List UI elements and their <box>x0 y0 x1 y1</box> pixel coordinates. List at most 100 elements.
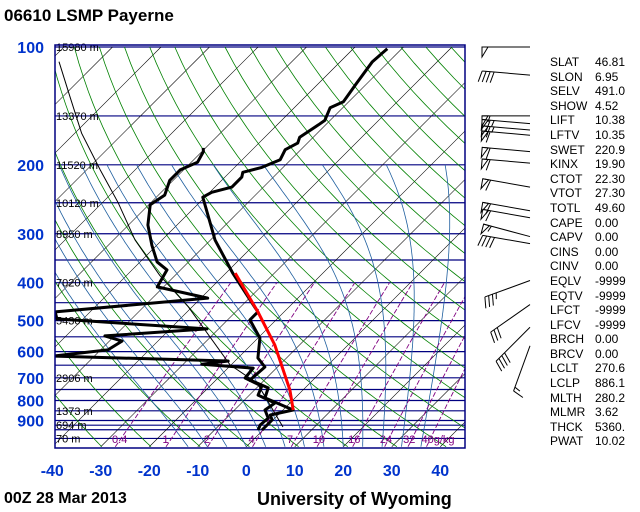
dry-adiabat-line <box>224 46 465 311</box>
wind-barb <box>480 118 531 132</box>
barb-full <box>488 295 491 307</box>
height-label: 694 m <box>56 420 87 432</box>
parcel-path <box>233 272 295 411</box>
index-value: 6.95 <box>595 69 619 84</box>
moist-adiabat-line <box>385 164 415 447</box>
index-value: 4.52 <box>595 98 619 113</box>
index-row: BRCV 0.00 <box>550 347 626 362</box>
sounding-indices: SLAT 46.81 SLON 6.95 SELV 491.0 SHOW 4.52 LIFT 10… <box>550 55 626 449</box>
dry-adiabat-line <box>199 46 465 340</box>
dry-adiabat-line <box>55 150 299 448</box>
index-row: CTOT 22.30 <box>550 172 626 187</box>
moist-adiabat-line <box>106 164 286 447</box>
index-name: BRCV <box>550 346 584 361</box>
barb-full <box>481 71 487 83</box>
index-value: 46.81 <box>595 55 626 69</box>
index-value: -9999 <box>595 273 626 288</box>
index-value: 0.00 <box>595 332 619 347</box>
barb-pennant <box>480 223 491 236</box>
pressure-tick-label: 200 <box>17 158 44 175</box>
dry-adiabat-line <box>55 68 349 448</box>
height-label: 13370 m <box>56 111 99 123</box>
barb-half <box>491 120 495 127</box>
barb-full <box>485 131 491 143</box>
mixing-ratio-label: 10 <box>313 434 325 446</box>
index-row: LIFT 10.38 <box>550 113 626 128</box>
temperature-tick-label: 30 <box>383 463 401 480</box>
dry-adiabat-line <box>99 46 447 448</box>
index-value: 886.1 <box>595 376 626 391</box>
mixing-ratio-line <box>114 282 232 447</box>
mixing-ratio-label: 32 <box>403 434 415 446</box>
index-name: LFCT <box>550 303 580 318</box>
source-label: University of Wyoming <box>257 489 452 509</box>
mixing-ratio-line <box>165 282 278 447</box>
index-name: LCLT <box>550 361 579 376</box>
barb-half <box>514 386 521 392</box>
barb-pennant <box>480 118 490 132</box>
index-name: CINV <box>550 259 579 274</box>
barb-full <box>498 358 505 369</box>
barb-half <box>487 115 491 123</box>
index-name: LCLP <box>550 376 581 391</box>
index-value: 22.30 <box>595 171 626 186</box>
mixing-ratio-line <box>352 282 445 447</box>
index-name: SLON <box>550 69 583 84</box>
barb-full <box>485 147 491 159</box>
index-row: SHOW 4.52 <box>550 99 626 114</box>
isotherm-line <box>55 46 453 445</box>
mixing-ratio-line <box>407 334 465 447</box>
pressure-tick-label: 800 <box>17 394 44 411</box>
barb-shaft <box>484 280 531 298</box>
dry-adiabat-line <box>149 46 465 399</box>
pressure-tick-label: 100 <box>17 40 44 57</box>
barb-shaft <box>495 326 531 362</box>
index-value: 10.02 <box>595 434 626 449</box>
index-row: LFCT -9999 <box>550 303 626 318</box>
isotherm-line <box>100 82 465 447</box>
isotherm-line <box>197 179 465 447</box>
isotherm-line <box>0 47 16 447</box>
pressure-tick-label: 900 <box>17 414 44 431</box>
index-name: TOTL <box>550 200 581 215</box>
dry-adiabat-line <box>55 219 250 448</box>
wind-barb <box>495 326 531 372</box>
barb-full <box>489 237 495 248</box>
index-value: -9999 <box>595 303 626 318</box>
index-value: 10.38 <box>595 113 626 128</box>
wind-barb <box>480 208 531 222</box>
isotherm-line <box>55 46 259 251</box>
height-label: 70 m <box>56 433 80 445</box>
moist-adiabat-line <box>171 164 325 447</box>
moist-adiabat-line <box>262 164 364 447</box>
temperature-tick-label: 20 <box>334 463 352 480</box>
wind-barb <box>480 223 531 238</box>
mixing-ratio-label: 1 <box>162 434 168 446</box>
mixing-ratio-label: 2 <box>204 434 210 446</box>
dry-adiabat-line <box>274 46 465 255</box>
wind-barb <box>480 146 531 160</box>
index-value: 220.9 <box>595 142 626 157</box>
mixing-ratio-label: 40g/kg <box>421 434 454 446</box>
wind-barb <box>480 130 531 143</box>
index-row: LFTV 10.35 <box>550 128 626 143</box>
observation-time: 00Z 28 Mar 2013 <box>4 490 127 507</box>
index-name: VTOT <box>550 186 582 201</box>
index-value: 0.00 <box>595 230 619 245</box>
moist-adiabat-line <box>212 164 344 447</box>
dry-adiabat-line <box>73 46 398 448</box>
index-row: KINX 19.90 <box>550 157 626 172</box>
index-name: EQLV <box>550 273 582 288</box>
index-row: PWAT 10.02 <box>550 434 626 449</box>
isotherm-line <box>55 46 162 154</box>
mixing-ratio-line <box>426 367 465 447</box>
dry-adiabat-line <box>249 46 465 283</box>
barb-full <box>496 327 502 339</box>
mixing-ratio-line <box>290 282 390 447</box>
index-name: THCK <box>550 419 583 434</box>
barb-pennant <box>480 146 490 160</box>
index-row: BRCH 0.00 <box>550 332 626 347</box>
isotherm-line <box>391 373 465 447</box>
isotherm-line <box>55 46 307 299</box>
